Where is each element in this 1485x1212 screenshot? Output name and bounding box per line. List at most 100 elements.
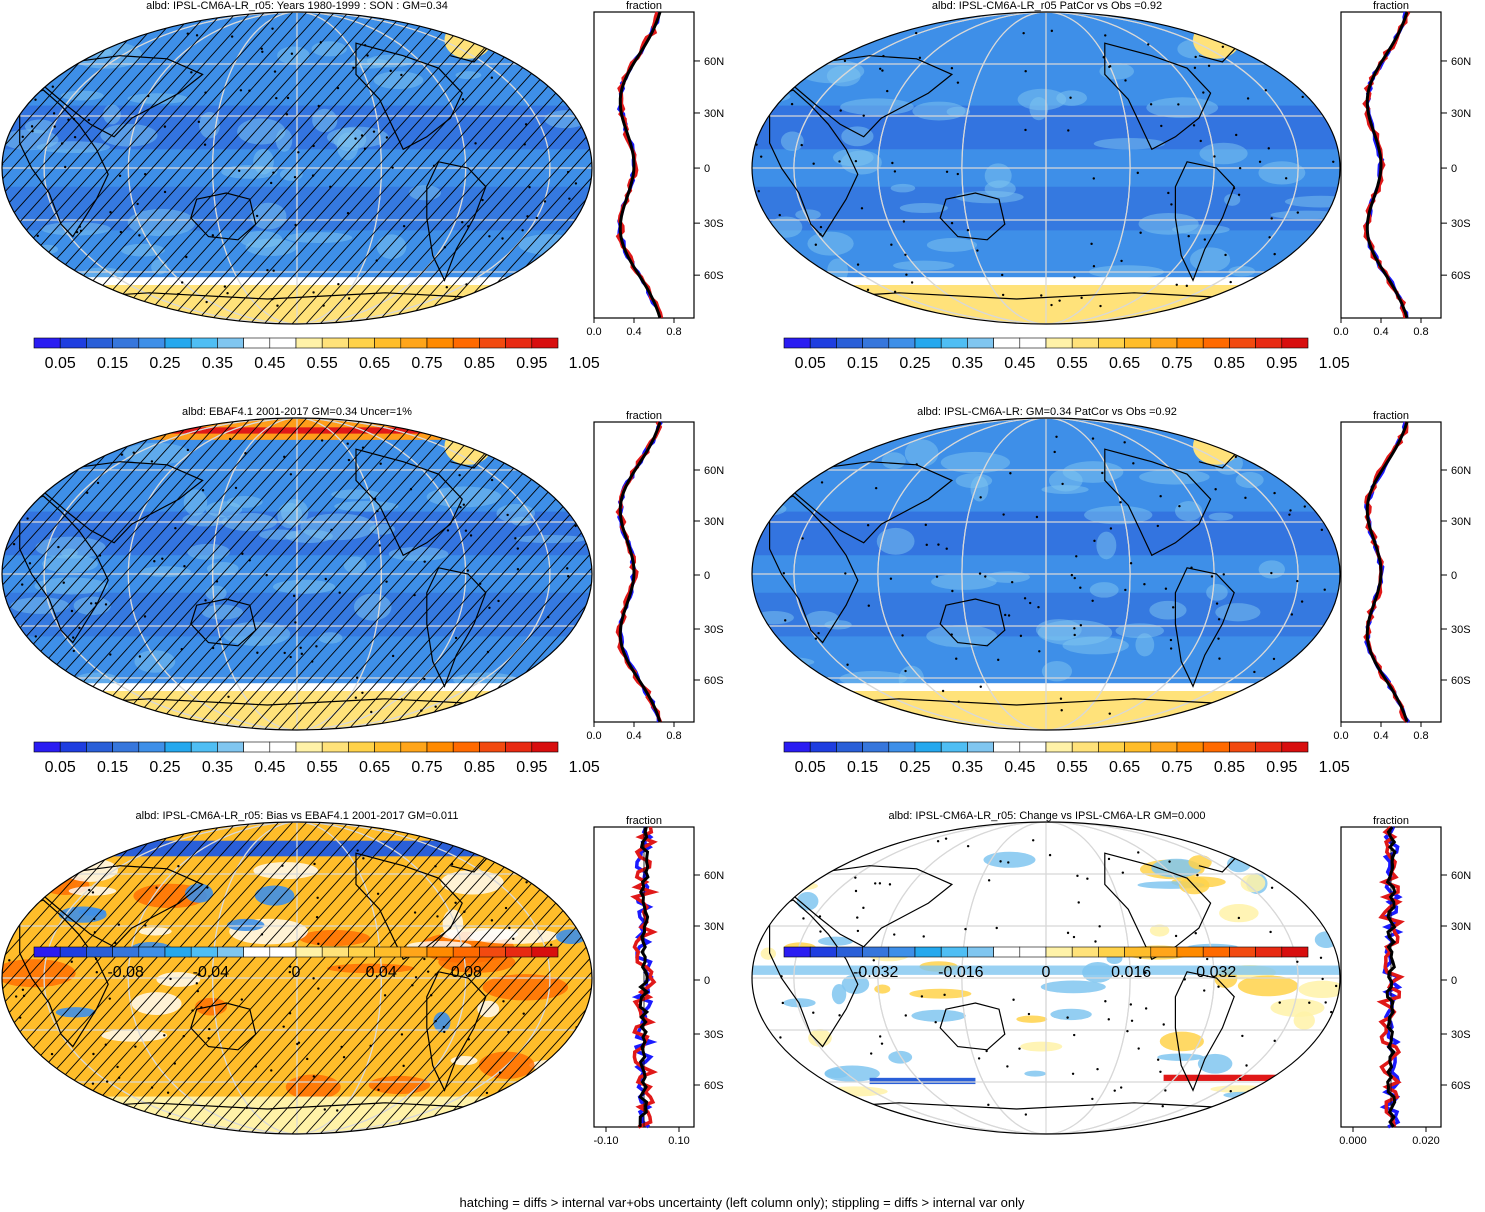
cloud-patch: [893, 260, 955, 271]
colorbar-swatch: [967, 946, 994, 958]
colorbar-swatch: [531, 741, 559, 753]
panel-p3: albd: EBAF4.1 2001-2017 GM=0.34 Uncer=1%…: [1, 406, 724, 776]
change-patch: [1040, 980, 1106, 994]
colorbar-label: 0.95: [1266, 759, 1297, 776]
change-patch: [1281, 865, 1336, 873]
colorbar-swatch: [374, 337, 402, 349]
panel-title: albd: IPSL-CM6A-LR_r05 PatCor vs Obs =0.…: [932, 0, 1162, 12]
meridian-line: [793, 12, 1299, 324]
colorbar-swatch: [1098, 337, 1125, 349]
colorbar-swatch: [940, 946, 968, 958]
colorbar-swatch: [243, 946, 271, 958]
change-patch: [841, 974, 870, 994]
x-tick-label: 0.020: [1412, 1135, 1440, 1147]
colorbar-swatch: [348, 337, 375, 349]
colorbar-swatch: [138, 337, 166, 349]
colorbar-swatch: [217, 741, 244, 753]
colorbar-label: 0: [1042, 964, 1051, 981]
colorbar-swatch: [1176, 741, 1204, 753]
colorbar-label: 0.75: [411, 355, 442, 372]
cloud-patch: [388, 546, 449, 562]
cloud-patch: [1138, 212, 1199, 235]
cloud-patch: [1089, 582, 1119, 598]
cloud-patch: [1215, 603, 1261, 622]
cloud-patch: [1278, 53, 1307, 78]
bias-patch: [9, 896, 34, 907]
colorbar-label: 0.032: [1196, 964, 1236, 981]
colorbar-swatch: [940, 741, 968, 753]
lat-tick-label: 0: [1451, 570, 1457, 582]
colorbar: 0.05 0.15 0.25 0.35 0.45 0.55 0.65 0.75 0.85 0.95…: [783, 337, 1350, 372]
bias-patch: [185, 883, 213, 903]
colorbar-swatch: [452, 337, 480, 349]
zonal-profile: fraction 60N 30N 0 30S 60S 0.000 0.020: [1339, 815, 1471, 1147]
colorbar-swatch: [295, 946, 323, 958]
meridian-line: [793, 822, 1299, 1134]
colorbar-swatch: [1176, 337, 1204, 349]
cloud-patch: [795, 209, 821, 221]
colorbar-swatch: [862, 337, 890, 349]
zonal-profile: fraction 60N 30N 0 30S 60S 0.0 0.4 0.8: [586, 410, 724, 742]
cloud-patch: [1099, 62, 1135, 80]
colorbar-swatch: [426, 337, 454, 349]
cloud-patch: [824, 620, 852, 630]
cloud-patch: [134, 650, 176, 673]
change-patch: [760, 947, 777, 960]
map-p2: [752, 12, 1340, 324]
colorbar-label: 0.95: [516, 355, 547, 372]
colorbar-swatch: [479, 337, 506, 349]
colorbar-label: 0.65: [359, 759, 390, 776]
colorbar-swatch: [862, 946, 890, 958]
colorbar-swatch: [112, 946, 140, 958]
cloud-patch: [931, 573, 997, 590]
cloud-patch: [940, 451, 1011, 474]
colorbar-swatch: [59, 741, 87, 753]
colorbar-swatch: [138, 946, 166, 958]
colorbar-swatch: [86, 946, 113, 958]
profile-curve: [618, 421, 662, 723]
colorbar-swatch: [33, 337, 61, 349]
colorbar-swatch: [217, 337, 244, 349]
change-patch: [1284, 1087, 1328, 1102]
colorbar-swatch: [836, 337, 863, 349]
cloud-patch: [832, 148, 874, 167]
cloud-patch: [100, 123, 158, 147]
cloud-patch: [73, 596, 111, 616]
colorbar-label: 0.85: [1214, 355, 1245, 372]
map-outline: [751, 821, 1341, 1135]
map-outline: [1, 821, 593, 1135]
cloud-patch: [904, 439, 939, 468]
cloud-patch: [876, 527, 915, 555]
bias-patch: [227, 918, 265, 932]
colorbar-swatch: [86, 741, 113, 753]
cloud-patch: [841, 126, 874, 147]
colorbar-swatch: [888, 946, 916, 958]
colorbar-swatch: [479, 946, 506, 958]
lat-tick-label: 60N: [1451, 465, 1471, 477]
profile-frame: [593, 11, 695, 319]
cloud-patch: [1224, 193, 1241, 206]
colorbar-swatch: [1019, 337, 1047, 349]
colorbar-swatch: [400, 337, 428, 349]
lat-tick-label: 30N: [704, 516, 724, 528]
colorbar-swatch: [531, 946, 559, 958]
x-tick-label: 0.4: [626, 326, 641, 338]
colorbar-swatch: [1019, 946, 1047, 958]
colorbar-swatch: [374, 946, 402, 958]
x-tick-label: 0.8: [666, 730, 681, 742]
panel-title: albd: IPSL-CM6A-LR: GM=0.34 PatCor vs Ob…: [917, 406, 1177, 418]
lat-tick-label: 60S: [1451, 1080, 1471, 1092]
colorbar-swatch: [505, 946, 533, 958]
colorbar-swatch: [505, 337, 533, 349]
colorbar-swatch: [1150, 946, 1178, 958]
cloud-patch: [183, 489, 208, 516]
colorbar-label: 0.75: [411, 759, 442, 776]
change-patch: [821, 1086, 888, 1097]
x-tick-label: 0.000: [1339, 1135, 1367, 1147]
zonal-profile: fraction 60N 30N 0 30S 60S 0.0 0.4 0.8: [1333, 410, 1471, 742]
cloud-patch: [2, 68, 46, 91]
lat-tick-label: 0: [704, 570, 710, 582]
colorbar-label: 1.05: [569, 759, 600, 776]
cloud-patch: [752, 219, 770, 238]
profile-header: fraction: [626, 815, 662, 827]
